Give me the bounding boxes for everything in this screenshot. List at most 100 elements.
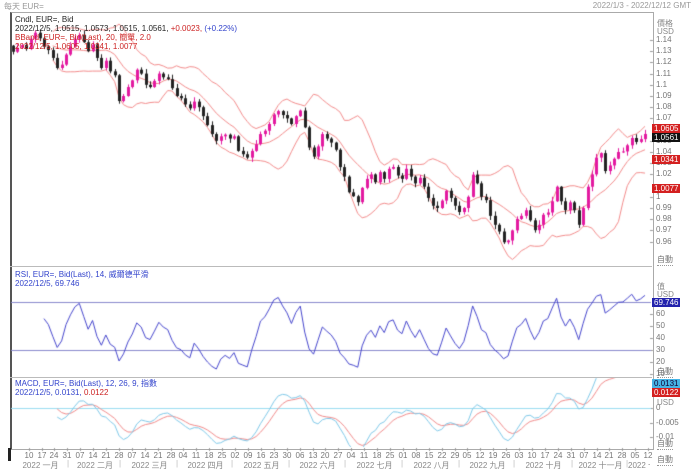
x-axis-day-label: 28	[166, 451, 176, 460]
x-axis-auto-button[interactable]: 自動	[657, 455, 673, 466]
x-axis-day-label: 05	[630, 451, 640, 460]
x-axis-day-label: 31	[62, 451, 72, 460]
price-axis-tick: 1	[656, 192, 661, 201]
x-axis-day-label: 26	[501, 451, 511, 460]
macd-series-label[interactable]: MACD, EUR=, Bid(Last), 12, 26, 9, 指數	[15, 379, 158, 388]
x-axis-day-label: 17	[540, 451, 550, 460]
x-axis-day-label: 14	[88, 451, 98, 460]
x-axis-day-label: 25	[217, 451, 227, 460]
x-axis-month-label: 2022 八月	[413, 461, 450, 470]
x-axis-day-label: 28	[114, 451, 124, 460]
x-axis-day-label: 08	[411, 451, 421, 460]
x-axis-month-label: 2022 十二月	[628, 461, 650, 470]
x-axis-day-label: 21	[604, 451, 614, 460]
x-axis-day-label: 27	[333, 451, 343, 460]
x-axis-month-separator: |	[231, 459, 234, 468]
x-axis-day-label: 22	[437, 451, 447, 460]
x-axis-day-label: 21	[101, 451, 111, 460]
x-axis-day-label: 30	[282, 451, 292, 460]
x-axis-day-label: 15	[424, 451, 434, 460]
price-axis-auto-button[interactable]: 自動	[657, 255, 673, 266]
rsi-legend[interactable]: RSI, EUR=, Bid(Last), 14, 威爾德平滑 2022/12/…	[15, 270, 149, 288]
rsi-value: 2022/12/5, 69.746	[15, 279, 80, 288]
candle-series-label[interactable]: Cndl, EUR=, Bid	[15, 15, 74, 24]
macd-value: 2022/12/5, 0.0131,	[15, 388, 82, 397]
x-axis-day-label: 14	[140, 451, 150, 460]
x-axis-month-label: 2022 三月	[131, 461, 168, 470]
macd-axis-unit: USD	[657, 398, 674, 407]
price-axis-tick: 1.09	[656, 91, 672, 100]
x-axis-month-label: 2022 七月	[356, 461, 393, 470]
macd-axis-tick: 0	[656, 403, 661, 412]
rsi-series-label[interactable]: RSI, EUR=, Bid(Last), 14, 威爾德平滑	[15, 270, 149, 279]
price-axis-tick: 1.13	[656, 46, 672, 55]
x-axis-day-label: 07	[127, 451, 137, 460]
price-axis-tick: 0.99	[656, 203, 672, 212]
price-axis-tick: 1.07	[656, 113, 672, 122]
bband-series-label[interactable]: BBand, EUR=, Bid(Last), 20, 簡單, 2.0	[15, 33, 151, 42]
x-axis-day-label: 18	[204, 451, 214, 460]
x-axis-day-label: 03	[514, 451, 524, 460]
price-axis-tick: 1.14	[656, 35, 672, 44]
macd-axis-auto-button[interactable]: 自動	[657, 439, 673, 450]
price-axis-title: 價格	[657, 19, 673, 28]
macd-legend[interactable]: MACD, EUR=, Bid(Last), 12, 26, 9, 指數 202…	[15, 379, 157, 397]
x-axis-day-label: 16	[256, 451, 266, 460]
rsi-axis-tick: 20	[656, 357, 665, 366]
x-axis-day-label: 14	[592, 451, 602, 460]
rsi-axis-tick: 30	[656, 345, 665, 354]
x-axis-month-separator: |	[401, 459, 404, 468]
rsi-axis-tick: 50	[656, 321, 665, 330]
x-axis-month-separator: |	[513, 459, 516, 468]
x-axis-day-label: 11	[359, 451, 369, 460]
price-legend[interactable]: Cndl, EUR=, Bid 2022/12/5, 1.0515, 1.057…	[15, 15, 237, 51]
last-price-badge: 1.0561	[652, 133, 681, 142]
x-axis-day-label: 12	[475, 451, 485, 460]
rsi-value-badge: 69.746	[652, 298, 681, 307]
x-axis-month-separator: |	[571, 459, 574, 468]
x-axis-day-label: 09	[243, 451, 253, 460]
price-axis-tick: 0.97	[656, 225, 672, 234]
date-range-label: 2022/1/3 - 2022/12/12 GMT	[592, 1, 691, 10]
price-axis-tick: 1.04	[656, 147, 672, 156]
bband-upper-badge: 1.0605	[652, 124, 681, 133]
rsi-axis-auto-button[interactable]: 自動	[657, 367, 673, 378]
x-axis-day-label: 21	[153, 451, 163, 460]
bband-lower-badge: 1.0077	[652, 184, 681, 193]
x-axis-day-label: 24	[553, 451, 563, 460]
rsi-axis-tick: 10	[656, 369, 665, 378]
x-axis-day-label: 04	[346, 451, 356, 460]
x-axis-month-label: 2022 九月	[469, 461, 506, 470]
price-axis-tick: 1.12	[656, 57, 672, 66]
price-axis-tick: 1.02	[656, 169, 672, 178]
rsi-axis-unit: USD	[657, 290, 674, 299]
rsi-axis-tick: 60	[656, 309, 665, 318]
x-axis-day-label: 07	[579, 451, 589, 460]
candle-change-value: +0.0023,	[170, 24, 203, 33]
x-axis-day-label: 01	[398, 451, 408, 460]
price-axis-tick: 1.11	[656, 69, 671, 78]
price-axis-tick: 1.08	[656, 102, 672, 111]
macd-signal-value: 0.0122	[83, 388, 109, 397]
x-axis-day-label: 10	[527, 451, 537, 460]
window-title: 每天 EUR=	[4, 2, 44, 11]
x-axis-day-label: 06	[295, 451, 305, 460]
price-axis-tick: 0.98	[656, 214, 672, 223]
x-axis-month-label: 2022 四月	[187, 461, 224, 470]
x-axis-month-separator: |	[344, 459, 347, 468]
x-axis-day-label: 05	[462, 451, 472, 460]
x-axis-day-label: 24	[49, 451, 59, 460]
x-axis-day-label: 17	[37, 451, 47, 460]
x-axis-month-separator: |	[119, 459, 122, 468]
candle-ohlc-values: 2022/12/5, 1.0515, 1.0573, 1.0515, 1.056…	[15, 24, 169, 33]
x-axis-day-label: 04	[178, 451, 188, 460]
x-axis-month-label: 2022 二月	[76, 461, 114, 470]
price-axis-tick: 0.96	[656, 237, 672, 246]
x-axis-month-separator: |	[458, 459, 461, 468]
bband-values: 2022/12/5, 1.0605, 1.0341, 1.0077	[15, 42, 138, 51]
macd-axis-tick: -0.01	[656, 432, 675, 441]
x-axis-day-label: 13	[308, 451, 318, 460]
axis-corner-marker	[8, 448, 11, 461]
x-axis-day-label: 12	[643, 451, 653, 460]
